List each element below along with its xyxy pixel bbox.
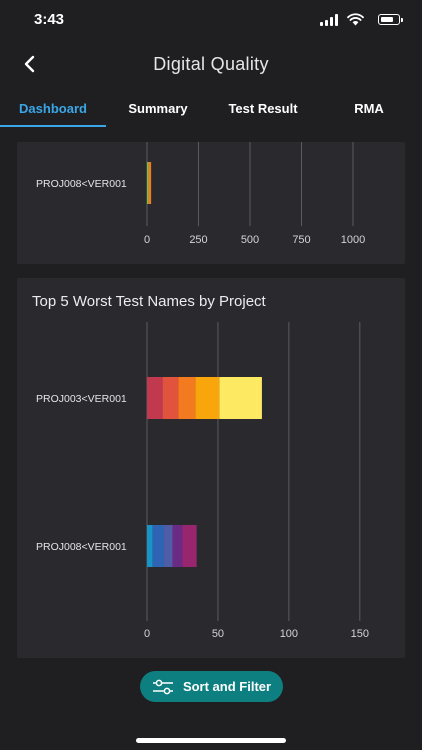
- x-tick-label: 250: [189, 234, 207, 246]
- x-tick-label: 0: [144, 234, 150, 246]
- y-category-label: PROJ008<VER001: [36, 178, 127, 190]
- x-tick-label: 0: [144, 628, 150, 640]
- chart-project-failures: 0 250 500 750 1000 PROJ008<VER001: [36, 142, 365, 246]
- sliders-icon: [152, 679, 173, 694]
- bar-segment[interactable]: [147, 525, 153, 567]
- x-tick-label: 1000: [341, 234, 365, 246]
- active-tab-indicator: [0, 125, 106, 127]
- bar-segment[interactable]: [148, 162, 152, 204]
- tab-summary[interactable]: Summary: [128, 100, 188, 116]
- bar-segment[interactable]: [178, 377, 196, 419]
- app-header: Digital Quality: [0, 42, 422, 86]
- bar-segment[interactable]: [164, 525, 173, 567]
- y-category-label: PROJ003<VER001: [36, 393, 127, 405]
- back-button[interactable]: [14, 48, 46, 80]
- bar-segment[interactable]: [147, 377, 163, 419]
- x-tick-label: 50: [212, 628, 224, 640]
- bar-segment[interactable]: [219, 377, 262, 419]
- sort-and-filter-button[interactable]: Sort and Filter: [140, 671, 283, 702]
- bar-segment[interactable]: [152, 525, 165, 567]
- chart-card-top5-worst-tests: Top 5 Worst Test Names by Project 0 50 100…: [17, 278, 405, 658]
- bar-segment[interactable]: [172, 525, 183, 567]
- x-tick-label: 750: [292, 234, 310, 246]
- bar-segment[interactable]: [195, 377, 220, 419]
- status-time: 3:43: [34, 11, 65, 28]
- status-icons: [314, 13, 404, 27]
- tab-test-result[interactable]: Test Result: [228, 100, 298, 116]
- chevron-left-icon: [24, 55, 35, 73]
- x-tick-label: 100: [280, 628, 298, 640]
- chart-card-project-failures: 0 250 500 750 1000 PROJ008<VER001: [17, 142, 405, 264]
- x-tick-label: 500: [241, 234, 259, 246]
- battery-icon: [378, 14, 403, 25]
- tab-bar: Dashboard Summary Test Result RMA: [0, 88, 422, 128]
- bar-segment[interactable]: [182, 525, 197, 567]
- home-indicator: [136, 738, 286, 743]
- chart-title: Top 5 Worst Test Names by Project: [32, 293, 266, 310]
- sort-and-filter-label: Sort and Filter: [182, 679, 272, 694]
- signal-icon: [320, 14, 340, 26]
- chart-top5-worst-tests: 0 50 100 150 PROJ003<VER001 PROJ008<VER001: [36, 322, 369, 640]
- tab-rma[interactable]: RMA: [354, 100, 384, 116]
- status-bar: 3:43: [0, 0, 422, 40]
- tab-dashboard[interactable]: Dashboard: [19, 100, 87, 116]
- bar-segment[interactable]: [162, 377, 179, 419]
- page-title: Digital Quality: [153, 54, 269, 74]
- wifi-icon: [347, 13, 364, 26]
- y-category-label: PROJ008<VER001: [36, 541, 127, 553]
- x-tick-label: 150: [351, 628, 369, 640]
- bar-segment[interactable]: [147, 162, 149, 204]
